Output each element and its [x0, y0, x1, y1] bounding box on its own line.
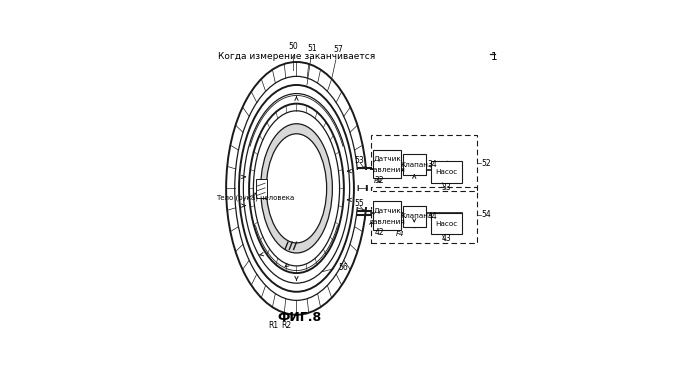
Bar [373, 150, 401, 178]
Ellipse shape [254, 111, 340, 266]
Text: 43: 43 [442, 235, 452, 244]
Text: F4: F4 [374, 178, 382, 184]
Text: 55: 55 [354, 198, 363, 208]
Bar [373, 201, 401, 230]
Text: 51: 51 [307, 44, 317, 85]
Bar [355, 191, 373, 207]
Text: 52: 52 [482, 159, 491, 168]
Ellipse shape [239, 85, 354, 292]
Ellipse shape [266, 134, 326, 243]
Bar [371, 187, 477, 243]
Text: R2: R2 [282, 321, 291, 330]
Text: Тело (рука) человека: Тело (рука) человека [216, 195, 294, 201]
Text: Клапан: Клапан [401, 162, 428, 168]
Text: 50: 50 [289, 42, 298, 71]
Ellipse shape [226, 62, 367, 315]
Text: Датчик: Датчик [373, 156, 401, 162]
Text: Когда измерение заканчивается: Когда измерение заканчивается [218, 52, 375, 61]
Bar [403, 154, 426, 175]
Bar [431, 213, 461, 234]
Text: Насос: Насос [435, 220, 458, 226]
Text: 42: 42 [375, 228, 384, 237]
Ellipse shape [243, 94, 350, 283]
Text: Датчик: Датчик [373, 207, 401, 214]
Text: давления: давления [369, 218, 405, 224]
Text: 1: 1 [491, 52, 497, 62]
Bar [256, 179, 266, 198]
Text: 44: 44 [427, 212, 437, 221]
Ellipse shape [235, 76, 358, 300]
Text: 33: 33 [442, 183, 452, 192]
Text: 53: 53 [354, 156, 363, 164]
Text: Клапан: Клапан [401, 213, 428, 219]
Text: Насос: Насос [435, 169, 458, 175]
Text: F4: F4 [396, 231, 404, 236]
Text: 57: 57 [331, 45, 343, 79]
Bar [403, 206, 426, 227]
Bar [355, 170, 373, 185]
Text: давления: давления [369, 166, 405, 172]
Text: 34: 34 [427, 160, 437, 169]
Bar [431, 161, 461, 183]
Text: ФИГ.8: ФИГ.8 [278, 311, 322, 324]
Text: 56: 56 [338, 263, 348, 272]
Bar [371, 135, 477, 191]
Ellipse shape [249, 104, 344, 273]
Text: R1: R1 [268, 321, 279, 330]
Text: 54: 54 [482, 210, 491, 219]
Text: 32: 32 [375, 176, 384, 185]
Ellipse shape [261, 124, 333, 253]
